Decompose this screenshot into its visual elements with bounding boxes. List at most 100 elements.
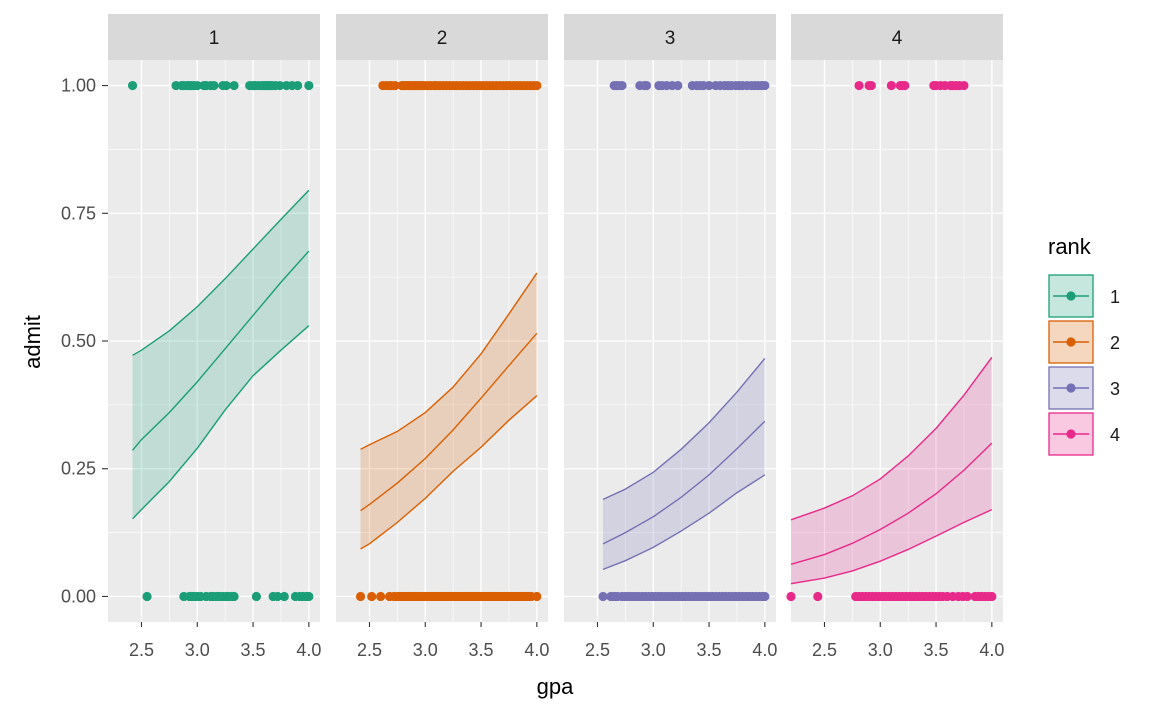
x-tick-label: 2.5: [585, 640, 610, 660]
lower-bound-line: [132, 325, 310, 520]
data-point-admit-0: [532, 591, 542, 602]
legend-entry-4: 4: [1048, 412, 1120, 456]
x-tick-label: 4.0: [296, 640, 321, 660]
data-point-admit-1: [760, 80, 770, 91]
confidence-ribbon: [603, 358, 765, 570]
x-tick-label: 3.0: [413, 640, 438, 660]
data-point-admit-0: [304, 591, 314, 602]
data-point-admit-0: [142, 591, 152, 602]
legend-key-point: [1066, 429, 1076, 439]
lower-bound-line: [602, 474, 766, 571]
x-tick-label: 3.0: [185, 640, 210, 660]
y-tick-label: 1.00: [61, 76, 96, 96]
legend-label: 2: [1110, 333, 1120, 353]
upper-bound-line: [360, 272, 538, 450]
axes: 0.00 0.25 0.50 0.75 1.00 2.5 3.0 3.5 4.0 2.5 3.0 3.…: [61, 76, 1004, 660]
confidence-ribbon: [360, 273, 537, 549]
facet-panel-2: 2: [336, 14, 548, 622]
legend-label: 4: [1110, 425, 1120, 445]
data-point-admit-1: [866, 80, 876, 91]
data-point-admit-1: [704, 80, 714, 91]
y-tick-label: 0.50: [61, 331, 96, 351]
legend: rank 1 2 3 4: [1048, 234, 1120, 456]
data-point-admit-1: [127, 80, 138, 91]
facet-strip: [108, 14, 320, 60]
fit-line: [602, 420, 766, 545]
x-axis-title: gpa: [537, 674, 574, 699]
data-point-admit-0: [813, 591, 823, 602]
legend-label: 1: [1110, 287, 1120, 307]
data-point-admit-1: [275, 80, 285, 91]
legend-label: 3: [1110, 379, 1120, 399]
x-tick-label: 3.5: [241, 640, 266, 660]
data-point-admit-1: [673, 80, 683, 91]
facet-strip: [336, 14, 548, 60]
data-point-admit-0: [760, 591, 770, 602]
data-point-admit-1: [304, 80, 314, 91]
x-tick-label: 2.5: [812, 640, 837, 660]
fit-line: [360, 332, 538, 512]
facet-panel-4: 4: [786, 14, 1003, 622]
data-point-admit-0: [962, 591, 972, 602]
data-point-admit-1: [854, 80, 864, 91]
data-point-admit-0: [786, 591, 796, 602]
facet-panel-1: 1: [108, 14, 320, 622]
legend-entry-3: 3: [1048, 366, 1120, 410]
legend-key-point: [1066, 291, 1076, 301]
facet-strip-label: 2: [437, 28, 448, 49]
data-point-admit-1: [192, 80, 202, 91]
data-point-admit-1: [900, 80, 910, 91]
lower-bound-line: [790, 508, 993, 585]
data-point-admit-0: [367, 591, 377, 602]
facet-strip-label: 1: [209, 28, 220, 49]
facet-strip-label: 3: [665, 28, 676, 49]
data-point-admit-0: [376, 591, 386, 602]
x-tick-label: 4.0: [979, 640, 1004, 660]
facet-strip: [564, 14, 776, 60]
y-axis-title: admit: [20, 315, 45, 369]
x-tick-label: 2.5: [129, 640, 154, 660]
data-point-admit-1: [959, 80, 969, 91]
legend-title: rank: [1048, 234, 1092, 259]
fit-line: [790, 442, 993, 565]
data-point-admit-0: [598, 591, 608, 602]
data-point-admit-0: [279, 591, 289, 602]
x-tick-label: 3.5: [469, 640, 494, 660]
legend-key-point: [1066, 383, 1076, 393]
upper-bound-line: [790, 356, 993, 521]
data-point-admit-0: [987, 591, 997, 602]
data-point-admit-1: [293, 80, 303, 91]
y-tick-label: 0.00: [61, 586, 96, 606]
x-tick-label: 4.0: [752, 640, 777, 660]
x-tick-label: 3.5: [924, 640, 949, 660]
data-point-admit-1: [229, 80, 239, 91]
data-point-admit-1: [390, 80, 400, 91]
data-point-admit-1: [886, 80, 897, 91]
x-tick-label: 3.5: [697, 640, 722, 660]
facet-panel-3: 3: [564, 14, 776, 622]
x-tick-label: 4.0: [524, 640, 549, 660]
data-point-admit-0: [229, 591, 239, 602]
legend-key-point: [1066, 337, 1076, 347]
x-tick-label: 3.0: [868, 640, 893, 660]
lower-bound-line: [360, 395, 538, 550]
legend-entry-1: 1: [1048, 274, 1120, 318]
y-tick-label: 0.25: [61, 459, 96, 479]
upper-bound-line: [132, 189, 310, 356]
legend-entry-2: 2: [1048, 320, 1120, 364]
x-tick-label: 3.0: [641, 640, 666, 660]
y-tick-label: 0.75: [61, 203, 96, 223]
data-point-admit-0: [355, 591, 366, 602]
data-point-admit-0: [273, 591, 283, 602]
facet-strip-label: 4: [892, 28, 903, 49]
data-point-admit-1: [209, 80, 219, 91]
upper-bound-line: [602, 357, 766, 501]
data-point-admit-1: [221, 80, 231, 91]
data-point-admit-1: [617, 80, 627, 91]
data-point-admit-1: [532, 80, 542, 91]
data-point-admit-0: [251, 591, 261, 602]
x-tick-label: 2.5: [357, 640, 382, 660]
fit-line: [132, 250, 310, 451]
